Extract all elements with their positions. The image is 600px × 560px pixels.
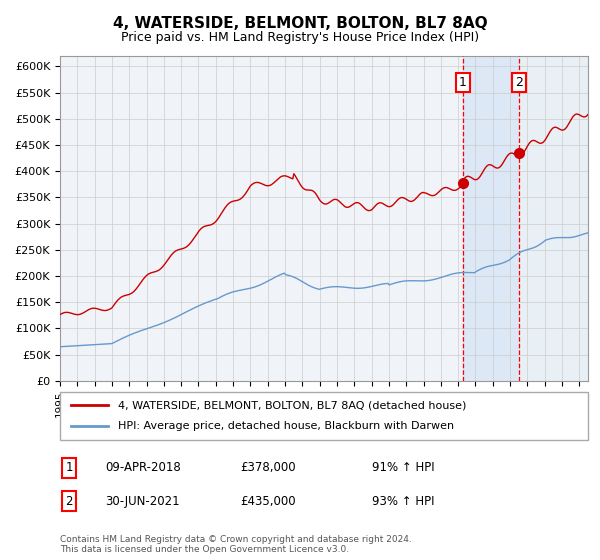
Text: 2: 2 (65, 494, 73, 508)
Bar (519, 56, 588, 381)
Text: £378,000: £378,000 (240, 461, 296, 474)
Text: 4, WATERSIDE, BELMONT, BOLTON, BL7 8AQ: 4, WATERSIDE, BELMONT, BOLTON, BL7 8AQ (113, 16, 487, 31)
Text: Price paid vs. HM Land Registry's House Price Index (HPI): Price paid vs. HM Land Registry's House … (121, 31, 479, 44)
Text: 30-JUN-2021: 30-JUN-2021 (105, 494, 179, 508)
Text: 93% ↑ HPI: 93% ↑ HPI (372, 494, 434, 508)
Text: HPI: Average price, detached house, Blackburn with Darwen: HPI: Average price, detached house, Blac… (118, 421, 454, 431)
Text: 4, WATERSIDE, BELMONT, BOLTON, BL7 8AQ (detached house): 4, WATERSIDE, BELMONT, BOLTON, BL7 8AQ (… (118, 400, 466, 410)
Text: 1: 1 (65, 461, 73, 474)
Text: 1: 1 (459, 76, 467, 88)
Text: 09-APR-2018: 09-APR-2018 (105, 461, 181, 474)
Text: Contains HM Land Registry data © Crown copyright and database right 2024.
This d: Contains HM Land Registry data © Crown c… (60, 535, 412, 554)
Text: 2: 2 (515, 76, 523, 88)
FancyBboxPatch shape (60, 392, 588, 440)
Bar (463, 56, 519, 381)
Text: £435,000: £435,000 (240, 494, 296, 508)
Text: 91% ↑ HPI: 91% ↑ HPI (372, 461, 434, 474)
